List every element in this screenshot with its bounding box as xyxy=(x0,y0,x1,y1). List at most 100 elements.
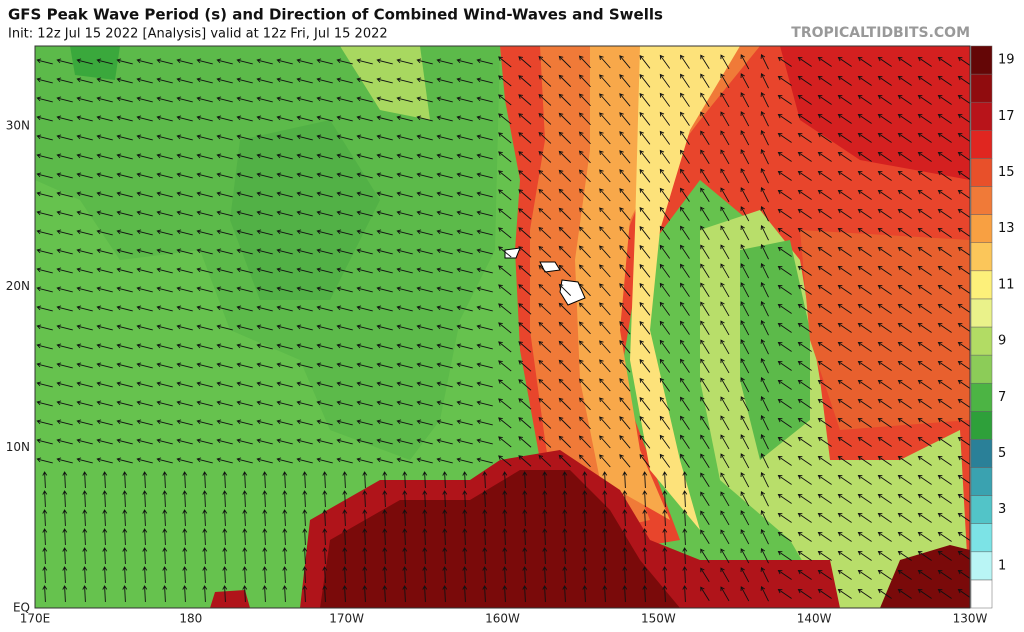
wave-arrow xyxy=(336,286,353,293)
wave-arrow xyxy=(937,379,952,390)
wave-arrow xyxy=(436,96,453,103)
wave-arrow xyxy=(817,189,832,200)
wave-arrow xyxy=(740,244,750,260)
wave-arrow xyxy=(156,58,173,65)
wave-arrow xyxy=(957,493,970,503)
wave-arrow xyxy=(176,457,193,464)
wave-arrow xyxy=(382,490,388,508)
wave-arrow xyxy=(136,229,153,236)
wave-arrow xyxy=(242,547,248,565)
wave-arrow xyxy=(937,474,952,485)
wave-arrow xyxy=(659,130,671,145)
wave-arrow xyxy=(917,474,932,485)
axes-labels: 170E 180 170W 160W 150W 140W 130W EQ 10N 20N 30N xyxy=(6,118,988,625)
wave-arrow xyxy=(817,265,832,276)
wave-arrow xyxy=(222,490,228,508)
wave-arrow xyxy=(599,74,611,88)
wave-arrow xyxy=(476,191,493,198)
wave-arrow xyxy=(316,419,333,426)
wave-arrow xyxy=(116,305,133,312)
wave-arrow xyxy=(136,96,153,103)
wave-arrow xyxy=(518,341,532,353)
wave-arrow xyxy=(937,303,952,314)
wave-arrow xyxy=(957,75,970,85)
wave-arrow xyxy=(376,134,393,141)
wave-arrow xyxy=(436,58,453,65)
wave-arrow xyxy=(498,246,512,258)
wave-arrow xyxy=(538,340,552,353)
wave-arrow xyxy=(482,585,488,603)
wave-arrow xyxy=(877,303,892,314)
wave-arrow xyxy=(837,550,852,561)
wave-arrow xyxy=(296,191,313,198)
wave-arrow xyxy=(242,509,248,527)
wave-arrow xyxy=(156,77,173,84)
colorbar-label: 5 xyxy=(998,446,1006,461)
wave-arrow xyxy=(156,229,173,236)
wave-arrow xyxy=(642,471,648,489)
wave-arrow xyxy=(797,132,812,143)
wave-arrow xyxy=(436,400,453,407)
wave-arrow xyxy=(376,343,393,350)
wave-arrow xyxy=(62,585,68,603)
wave-arrow xyxy=(136,172,153,179)
wave-arrow xyxy=(877,360,892,371)
wave-arrow xyxy=(700,263,710,279)
wave-arrow xyxy=(382,528,388,546)
wave-arrow xyxy=(680,415,690,430)
wave-arrow xyxy=(162,566,168,584)
wave-arrow xyxy=(642,585,648,603)
wave-arrow xyxy=(476,172,493,179)
wave-arrow xyxy=(476,115,493,122)
wave-arrow xyxy=(639,358,651,373)
wave-arrow xyxy=(116,419,133,426)
wave-arrow xyxy=(136,400,153,407)
wave-arrow xyxy=(176,400,193,407)
wave-arrow xyxy=(720,339,730,355)
wave-arrow xyxy=(817,56,832,67)
wave-arrow xyxy=(462,490,468,508)
wave-arrow xyxy=(136,343,153,350)
wave-arrow xyxy=(176,381,193,388)
wave-arrow xyxy=(456,248,473,255)
wave-arrow xyxy=(578,340,591,354)
wave-arrow xyxy=(897,569,912,580)
wave-arrow xyxy=(56,248,73,255)
wave-arrow xyxy=(442,509,448,527)
wave-arrow xyxy=(877,75,892,86)
wave-arrow xyxy=(498,265,512,277)
map-field xyxy=(35,46,970,608)
wave-arrow xyxy=(476,77,493,84)
wave-arrow xyxy=(937,588,952,599)
wave-arrow xyxy=(196,324,213,331)
wave-arrow xyxy=(619,150,631,164)
wave-arrow xyxy=(619,397,631,411)
wave-arrow xyxy=(216,305,233,312)
wave-arrow xyxy=(957,284,970,294)
wave-arrow xyxy=(256,191,273,198)
wave-arrow xyxy=(316,248,333,255)
wave-arrow xyxy=(236,153,253,160)
wave-arrow xyxy=(356,438,373,445)
wave-arrow xyxy=(777,56,792,67)
wave-arrow xyxy=(682,471,688,489)
wave-arrow xyxy=(498,227,512,239)
wave-arrow xyxy=(156,153,173,160)
wave-arrow xyxy=(456,210,473,217)
wave-arrow xyxy=(797,398,812,409)
wave-arrow xyxy=(336,96,353,103)
wave-arrow xyxy=(558,454,572,467)
wave-arrow xyxy=(256,172,273,179)
colorbar-step xyxy=(970,130,993,159)
wave-arrow xyxy=(538,55,552,68)
colorbar-step xyxy=(970,523,993,553)
wave-arrow xyxy=(917,284,932,295)
wave-arrow xyxy=(56,115,73,122)
wave-arrow xyxy=(136,305,153,312)
wave-arrow xyxy=(476,305,493,312)
wave-arrow xyxy=(857,512,872,523)
wave-arrow xyxy=(578,226,591,240)
wave-arrow xyxy=(558,207,572,220)
wave-arrow xyxy=(336,248,353,255)
wave-arrow xyxy=(96,115,113,122)
